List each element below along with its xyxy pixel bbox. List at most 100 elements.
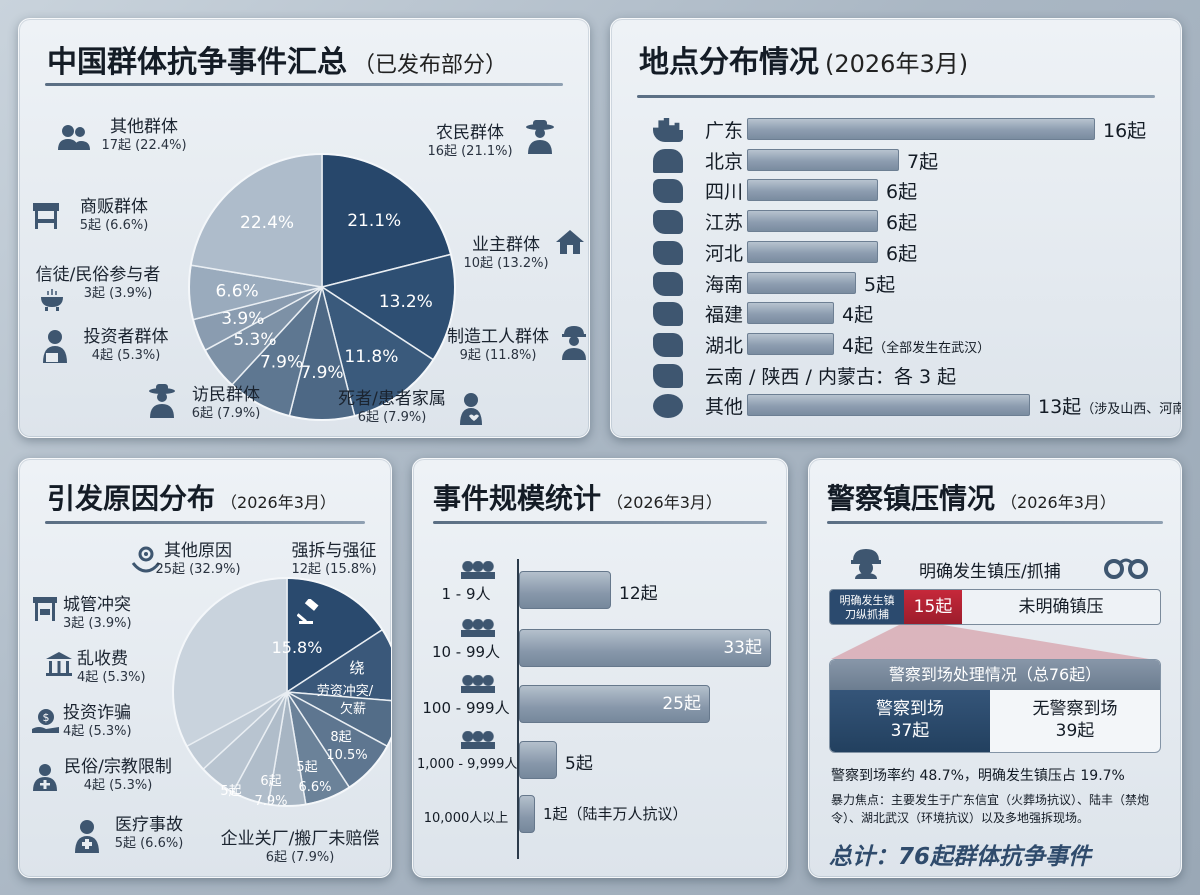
location-value: 6起 [886, 242, 918, 265]
group-pie-pct-label-2: 11.8% [344, 347, 398, 367]
legend-name: 医疗事故 [115, 815, 183, 835]
legend-petitioners: 访民群体 6起 (7.9%) [181, 385, 271, 423]
location-value: 16起 [1103, 120, 1147, 142]
panel-scale: 事件规模统计 （2026年3月） 1 - 9人 12起 10 - 99人 33起 100 … [412, 458, 788, 878]
location-name: 广东 [705, 120, 744, 142]
legend-detail: 10起 (13.2%) [463, 256, 549, 272]
slice-label-labor-title: 劳资冲突/ [317, 683, 374, 699]
panel-title: 中国群体抗争事件汇总 （已发布部分） [19, 19, 589, 81]
group-pie-chart: 21.1%13.2%11.8%7.9%7.9%5.3%3.9%6.6%22.4% [188, 153, 456, 421]
legend-detail: 4起 (5.3%) [63, 724, 132, 740]
legend-homeowners: 业主群体 10起 (13.2%) [451, 235, 561, 273]
group-icon [58, 125, 90, 150]
cause-pie-rim [172, 577, 391, 807]
legend-demolition: 强拆与强征 12起 (15.8%) [279, 541, 389, 579]
title-rule [433, 521, 767, 524]
investor-icon [43, 330, 67, 363]
title-text: 事件规模统计 [433, 482, 602, 515]
scale-bar [519, 571, 611, 609]
legend-detail: 17起 (22.4%) [101, 138, 187, 154]
legend-workers: 制造工人群体 9起 (11.8%) [433, 327, 563, 365]
panel-title: 事件规模统计 （2026年3月） [413, 459, 787, 517]
province-map-icon [653, 179, 683, 204]
legend-detail: 9起 (11.8%) [459, 348, 537, 364]
slice-label-labor-count: 8起 [330, 730, 351, 745]
province-map-icon [653, 240, 683, 265]
location-name: 河北 [705, 242, 744, 265]
location-name: 其他 [705, 396, 744, 419]
legend-vendors: 商贩群体 5起 (6.6%) [59, 197, 169, 235]
slice-label-closure-pct: 6.6% [298, 780, 331, 795]
scale-bar [519, 795, 535, 833]
legend-detail: 6起 (7.9%) [191, 406, 261, 422]
legend-name: 民俗/宗教限制 [64, 757, 172, 777]
location-name: 江苏 [705, 212, 744, 235]
cause-pie-chart: 15.8% 绕 劳资冲突/ 欠薪 8起 10.5% 5起 6.6% 6起 7.9… [172, 577, 391, 809]
panel-causes: 引发原因分布 （2026年3月） 15.8% 绕 劳资冲突/ 欠薪 8起 10.5… [18, 458, 392, 878]
scale-bar [519, 741, 557, 779]
slice-labels: 15.8% 绕 劳资冲突/ 欠薪 8起 10.5% 5起 6.6% 6起 7.9… [220, 638, 373, 809]
group-pie-pct-label-6: 3.9% [221, 309, 264, 329]
legend-name: 业主群体 [472, 235, 540, 255]
scale-bar: 25起 [519, 685, 710, 723]
panel-police: 警察镇压情况 （2026年3月） 明确发生镇压/抓捕 明确发生镇刀纵抓捕 15起 … [808, 458, 1182, 878]
police-on-value: 37起 [890, 721, 930, 741]
group-pie-rim [188, 153, 456, 421]
location-bar [747, 210, 878, 233]
legend-investment-fraud: 投资诈骗 4起 (5.3%) [63, 703, 163, 741]
location-value: 4起 [842, 304, 874, 327]
title-rule [45, 83, 563, 86]
legend-name: 强拆与强征 [291, 541, 377, 561]
location-bar [747, 118, 1095, 140]
title-subtitle: （2026年3月） [1001, 493, 1116, 512]
market-stall-icon [33, 203, 59, 229]
scale-name: 100 - 999人 [422, 699, 510, 717]
province-map-icon [653, 271, 683, 296]
legend-detail: 12起 (15.8%) [291, 562, 377, 578]
legend-detail: 3起 (3.9%) [83, 286, 153, 302]
group-pie-pct-label-4: 7.9% [260, 353, 303, 373]
panel-title: 引发原因分布 （2026年3月） [19, 459, 391, 517]
location-bar [747, 302, 834, 325]
legend-name: 信徒/民俗参与者 [35, 265, 161, 285]
slice-label-demolition: 15.8% [272, 638, 323, 657]
police-helmet-icon [851, 549, 881, 579]
group-pie-pct-label-5: 5.3% [233, 330, 276, 350]
legend-name: 企业关厂/搬厂未赔偿 [220, 829, 380, 849]
scale-name: 10,000人以上 [423, 811, 509, 826]
attendance-box-title: 警察到场处理情况（总76起） [830, 660, 1160, 690]
people-large-icon [461, 675, 495, 693]
legend-name: 死者/患者家属 [338, 389, 446, 409]
callout-connector [831, 625, 1149, 659]
scale-axis [517, 559, 519, 859]
group-pie-pct-label-7: 6.6% [215, 281, 258, 301]
legend-detail: 4起 (5.3%) [77, 670, 146, 686]
group-pie-pct-label-3: 7.9% [300, 363, 343, 383]
location-value: 4起（全部发生在武汉） [842, 334, 991, 357]
legend-believers: 信徒/民俗参与者 3起 (3.9%) [23, 265, 173, 303]
legend-name: 其他原因 [164, 541, 232, 561]
location-name: 四川 [705, 181, 744, 204]
title-rule [45, 521, 365, 524]
province-map-icon [653, 302, 683, 327]
legend-detail: 5起 (6.6%) [114, 836, 184, 852]
legend-name: 其他群体 [110, 117, 178, 137]
stack-count: 15起 [913, 597, 953, 617]
worker-icon [562, 326, 586, 360]
location-value: 6起 [886, 212, 918, 235]
religion-icon [33, 764, 57, 791]
people-medium-icon [461, 619, 495, 637]
legend-name: 制造工人群体 [447, 327, 549, 347]
title-text: 中国群体抗争事件汇总 [47, 45, 347, 80]
scale-bar: 33起 [519, 629, 771, 667]
legend-detail: 4起 (5.3%) [83, 778, 153, 794]
group-pie-pct-label-1: 13.2% [379, 292, 433, 312]
scale-name: 10 - 99人 [431, 643, 501, 661]
scale-value: 12起 [619, 584, 658, 604]
location-bar [747, 271, 856, 294]
scale-name: 1 - 9人 [441, 585, 491, 603]
slice-label-s5-count: 5起 [220, 784, 241, 799]
city-skyline-icon [653, 118, 683, 142]
legend-detail: 5起 (6.6%) [79, 218, 149, 234]
location-value: 6起 [886, 181, 918, 204]
